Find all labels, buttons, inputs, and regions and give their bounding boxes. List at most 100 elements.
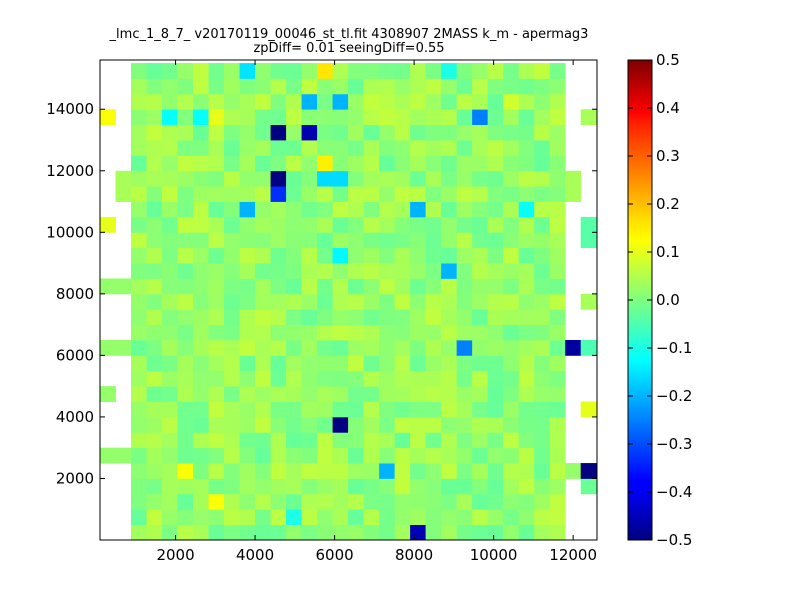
heatmap-cell xyxy=(146,447,163,464)
heatmap-cell xyxy=(518,278,535,295)
heatmap-cell xyxy=(270,416,287,433)
heatmap-cell xyxy=(503,232,520,249)
heatmap-cell xyxy=(332,324,349,341)
heatmap-cell xyxy=(239,401,256,418)
heatmap-cell xyxy=(332,93,349,110)
heatmap-cell xyxy=(208,63,225,79)
heatmap-cell xyxy=(208,293,225,310)
heatmap-cell xyxy=(270,93,287,110)
chart-title-line1: _lmc_1_8_7_ v20170119_00046_st_tl.fit 43… xyxy=(109,27,589,42)
heatmap-cell xyxy=(379,247,396,264)
heatmap-cell xyxy=(255,309,271,326)
heatmap-cell xyxy=(410,324,427,341)
heatmap-cell xyxy=(239,93,256,110)
heatmap-cell xyxy=(317,309,333,326)
x-tick-label: 2000 xyxy=(156,546,194,564)
heatmap-cell xyxy=(239,109,256,126)
heatmap-cell xyxy=(131,493,147,510)
heatmap-cell xyxy=(549,463,566,479)
heatmap-cell xyxy=(239,340,256,356)
heatmap-cell xyxy=(208,509,225,526)
heatmap-cell xyxy=(565,186,582,202)
heatmap-cell xyxy=(410,493,427,510)
heatmap-cell xyxy=(332,463,349,479)
heatmap-cell xyxy=(518,324,535,341)
heatmap-cell xyxy=(131,278,147,295)
heatmap-cell xyxy=(317,524,333,541)
heatmap-cell xyxy=(131,509,147,526)
heatmap-cell xyxy=(332,140,349,156)
heatmap-cell xyxy=(503,355,520,372)
heatmap-cell xyxy=(224,493,240,510)
heatmap-cell xyxy=(255,432,271,449)
heatmap-cell xyxy=(410,216,427,233)
heatmap-cell xyxy=(425,78,442,95)
heatmap-cell xyxy=(534,478,551,495)
heatmap-cell xyxy=(425,109,442,126)
heatmap-cell xyxy=(286,216,302,233)
heatmap-cell xyxy=(534,340,551,356)
heatmap-cell xyxy=(410,463,427,479)
heatmap-cell xyxy=(239,509,256,526)
heatmap-cell xyxy=(441,478,458,495)
heatmap-cell xyxy=(270,78,287,95)
heatmap-cell xyxy=(379,170,396,187)
heatmap-cell xyxy=(332,201,349,218)
heatmap-cell xyxy=(270,247,287,264)
heatmap-cell xyxy=(549,201,566,218)
heatmap-cell xyxy=(162,78,178,95)
y-tick-label: 10000 xyxy=(46,223,94,241)
heatmap-cell xyxy=(193,463,209,479)
heatmap-cell xyxy=(270,186,287,202)
heatmap-cell xyxy=(441,263,458,279)
heatmap-cell xyxy=(456,263,473,279)
heatmap-cell xyxy=(503,109,520,126)
heatmap-cell xyxy=(472,78,489,95)
heatmap-cell xyxy=(534,247,551,264)
heatmap-cell xyxy=(348,124,365,141)
heatmap-cell xyxy=(487,232,504,249)
heatmap-cell xyxy=(441,155,458,172)
heatmap-cell xyxy=(441,93,458,110)
heatmap-cell xyxy=(348,370,365,387)
heatmap-cell xyxy=(441,293,458,310)
heatmap-cell xyxy=(456,355,473,372)
heatmap-cell xyxy=(224,432,240,449)
heatmap-cell xyxy=(363,78,380,95)
heatmap-cell xyxy=(534,509,551,526)
heatmap-cell xyxy=(162,293,178,310)
heatmap-cell xyxy=(270,447,287,464)
heatmap-cell xyxy=(208,370,225,387)
heatmap-cell xyxy=(549,509,566,526)
heatmap-cell xyxy=(379,78,396,95)
heatmap-cell xyxy=(472,124,489,141)
heatmap-cell xyxy=(456,432,473,449)
heatmap-cell xyxy=(177,186,194,202)
heatmap-cell xyxy=(286,524,302,541)
heatmap-cell xyxy=(518,232,535,249)
heatmap-cell xyxy=(193,386,209,402)
heatmap-cell xyxy=(534,370,551,387)
heatmap-cell xyxy=(518,386,535,402)
heatmap-cell xyxy=(472,232,489,249)
heatmap-cell xyxy=(131,355,147,372)
heatmap-cell xyxy=(332,216,349,233)
colorbar-ticks: 0.5 0.4 0.3 0.2 0.1 0.0 −0.1 −0.2 −0.3 −0.4 −0.5 xyxy=(628,51,692,549)
heatmap-cell xyxy=(208,447,225,464)
heatmap-cell xyxy=(131,216,147,233)
heatmap-cell xyxy=(255,463,271,479)
heatmap-cell xyxy=(177,278,194,295)
heatmap-cell xyxy=(208,324,225,341)
heatmap-cell xyxy=(131,463,147,479)
heatmap-cell xyxy=(487,416,504,433)
heatmap-cell xyxy=(317,416,333,433)
heatmap-cell xyxy=(270,278,287,295)
heatmap-cell xyxy=(162,340,178,356)
heatmap-cell xyxy=(503,293,520,310)
heatmap-cell xyxy=(518,93,535,110)
heatmap-cell xyxy=(348,216,365,233)
heatmap-cell xyxy=(425,447,442,464)
heatmap-cell xyxy=(549,186,566,202)
heatmap-cell xyxy=(317,170,333,187)
heatmap-cell xyxy=(410,524,427,541)
